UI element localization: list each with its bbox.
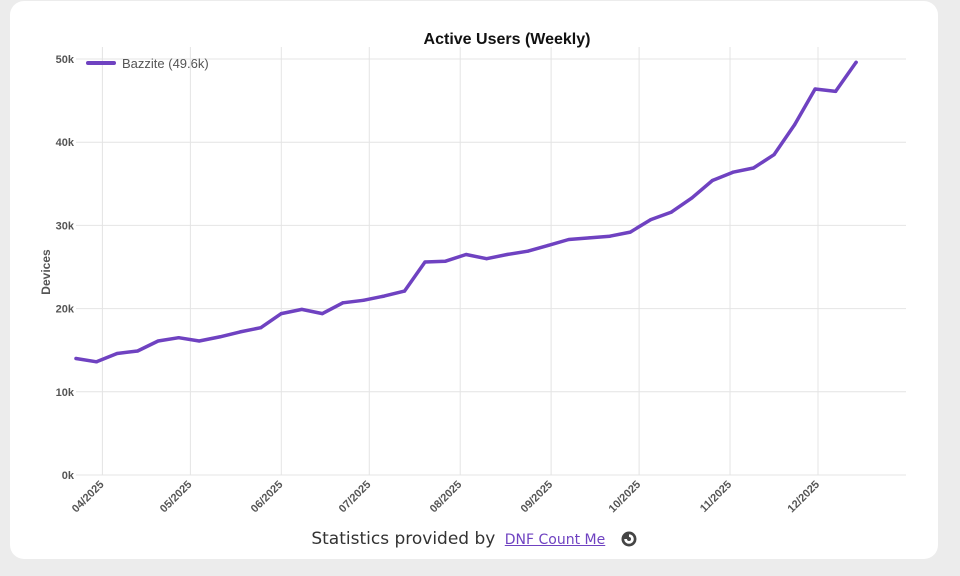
data-point xyxy=(649,217,653,222)
series-line xyxy=(74,60,858,364)
data-point xyxy=(834,89,838,94)
y-tick-label: 10k xyxy=(56,387,75,399)
data-point xyxy=(361,298,366,302)
data-point xyxy=(464,252,468,257)
data-point xyxy=(813,87,817,91)
data-point xyxy=(751,166,756,170)
data-point xyxy=(443,259,448,263)
x-tick-label: 09/2025 xyxy=(519,479,556,516)
data-point xyxy=(628,230,632,234)
data-point xyxy=(854,60,858,64)
data-point xyxy=(135,349,140,353)
data-point xyxy=(690,196,694,200)
x-tick-label: 04/2025 xyxy=(70,479,107,516)
data-point xyxy=(402,289,407,293)
data-point xyxy=(485,257,489,261)
dnf-count-me-logo-icon[interactable] xyxy=(621,531,637,547)
y-tick-label: 20k xyxy=(56,304,75,316)
data-point xyxy=(526,249,530,253)
data-point xyxy=(731,170,735,174)
y-tick-label: 0k xyxy=(62,470,75,482)
legend-label: Bazzite (49.6k) xyxy=(122,56,209,71)
data-point xyxy=(505,252,509,257)
dnf-count-me-link[interactable]: DNF Count Me xyxy=(504,532,606,548)
data-point xyxy=(608,234,612,238)
data-point xyxy=(115,351,119,356)
y-tick-label: 40k xyxy=(56,137,75,149)
x-tick-label: 12/2025 xyxy=(786,479,823,516)
x-tick-label: 08/2025 xyxy=(428,479,465,516)
y-tick-label: 50k xyxy=(56,54,75,66)
data-point xyxy=(238,330,242,334)
data-point xyxy=(94,360,99,364)
chart: Active Users (Weekly) 0k 10k 20k 30k 40k 50k 04… xyxy=(39,31,906,516)
data-point xyxy=(587,236,591,240)
data-point xyxy=(156,339,160,343)
chart-title: Active Users (Weekly) xyxy=(424,31,591,48)
data-point xyxy=(259,326,263,330)
data-point xyxy=(423,260,427,264)
data-point xyxy=(546,243,550,247)
data-point xyxy=(669,210,673,214)
data-point xyxy=(279,311,283,316)
y-axis-label: Devices xyxy=(39,249,53,295)
data-point xyxy=(320,311,324,316)
data-point xyxy=(772,153,776,157)
data-point xyxy=(218,335,222,339)
data-point xyxy=(300,307,304,312)
data-point xyxy=(567,237,571,242)
data-point xyxy=(197,339,201,343)
x-tick-label: 06/2025 xyxy=(249,479,286,516)
x-tick-label: 05/2025 xyxy=(158,479,195,516)
footer: Statistics provided by DNF Count Me xyxy=(10,529,938,549)
footer-text: Statistics provided by xyxy=(311,529,496,549)
data-point xyxy=(74,356,78,361)
y-tick-label: 30k xyxy=(56,220,75,232)
data-point xyxy=(177,336,181,340)
data-point xyxy=(710,178,715,183)
x-tick-label: 11/2025 xyxy=(698,479,734,515)
x-tick-label: 07/2025 xyxy=(337,479,374,516)
data-point xyxy=(792,123,797,127)
chart-card: Active Users (Weekly) 0k 10k 20k 30k 40k 50k 04… xyxy=(10,1,938,559)
data-point xyxy=(341,301,345,305)
x-tick-label: 10/2025 xyxy=(607,479,644,516)
data-point xyxy=(382,294,386,298)
